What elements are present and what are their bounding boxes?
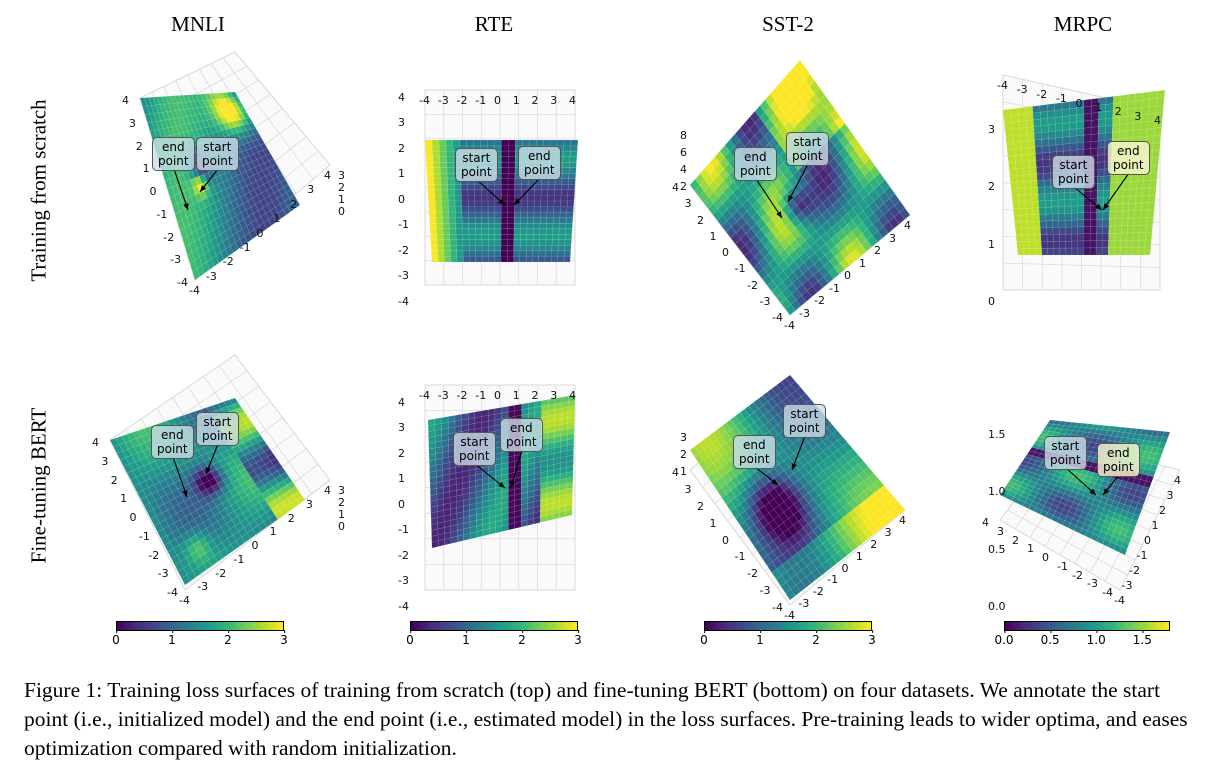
x-tick-label: 3 <box>307 183 315 197</box>
y-tick-label: -4 <box>1102 586 1113 599</box>
x-tick-label: -3 <box>205 269 217 283</box>
colorbar-tick-label: 2 <box>224 630 232 647</box>
z-tick-label: 1.0 <box>988 485 1006 498</box>
callout-line: start <box>1051 439 1080 453</box>
column-title-rte: RTE <box>474 12 514 36</box>
callout-line: point <box>202 154 233 168</box>
colorbar-gradient <box>704 621 872 631</box>
x-tick-label: -4 <box>189 284 200 297</box>
loss-surface-plot <box>999 419 1181 591</box>
colorbar-tick-label: 0.0 <box>994 630 1014 647</box>
z-tick-label: 2 <box>338 181 345 194</box>
y-tick-label: 3 <box>997 524 1004 538</box>
x-tick-label: 2 <box>290 197 298 211</box>
colorbar-tick-label: 3 <box>868 630 876 647</box>
colorbar-gradient <box>116 621 284 631</box>
x-tick-label: 0 <box>1144 534 1151 547</box>
x-tick-label: 1 <box>273 212 281 226</box>
colorbar-tick-label: 2 <box>518 630 526 647</box>
end-point-label: end point <box>152 137 195 171</box>
figure-caption: Figure 1: Training loss surfaces of trai… <box>24 678 1188 760</box>
colorbar-tick-label: 1.0 <box>1086 630 1106 647</box>
callout-line: start <box>203 140 232 154</box>
colorbar-tick-label: 0 <box>406 630 414 647</box>
grid-line <box>234 51 331 166</box>
y-tick-label: 2 <box>1012 533 1019 547</box>
x-tick-label: 4 <box>1174 474 1181 487</box>
start-point-label: start point <box>1044 436 1087 470</box>
y-tick-label: 2 <box>135 139 143 153</box>
z-tick-label: 0.0 <box>988 600 1006 613</box>
colorbar-tick-label: 2 <box>812 630 820 647</box>
x-tick-label: 3 <box>1166 489 1174 502</box>
z-tick-label: 1 <box>338 193 345 206</box>
x-tick-label: -1 <box>239 240 251 254</box>
z-tick-label: 3 <box>338 169 345 182</box>
colorbar-mrpc: 0.0 0.5 1.0 1.5 <box>994 621 1170 655</box>
y-tick-label: -1 <box>1057 559 1068 573</box>
x-tick-label: 4 <box>324 169 331 182</box>
end-point-arrowhead <box>183 203 189 210</box>
y-tick-label: -2 <box>1072 568 1083 582</box>
y-tick-label: 4 <box>122 94 129 107</box>
colorbar-tick-label: 0 <box>700 630 708 647</box>
x-tick-label: -4 <box>1114 594 1125 607</box>
y-tick-label: -4 <box>177 276 188 289</box>
z-tick-label: 0.5 <box>988 542 1006 556</box>
grid-line <box>222 57 314 180</box>
x-tick-label: 1 <box>1151 519 1159 532</box>
callout-line: point <box>1050 453 1081 467</box>
y-tick-label: -3 <box>1087 577 1098 591</box>
end-point-arrow <box>173 168 189 211</box>
callout-line: end <box>1107 446 1130 460</box>
callout-line: point <box>158 154 189 168</box>
start-point-label: start point <box>196 137 239 171</box>
y-tick-label: 1 <box>142 162 150 176</box>
x-tick-label: -1 <box>1136 549 1148 562</box>
colorbar-mnli: 0 1 2 3 <box>112 621 288 655</box>
colorbar-gradient <box>1004 621 1170 631</box>
colorbar-tick-label: 1 <box>168 630 176 647</box>
colorbar-gradient <box>410 621 578 631</box>
y-tick-label: -1 <box>156 207 168 221</box>
x-tick-label: -2 <box>222 255 234 269</box>
y-tick-label: 1 <box>1027 542 1034 556</box>
callout-line: point <box>1103 460 1134 474</box>
colorbar-tick-label: 1 <box>462 630 470 647</box>
end-point-label: end point <box>1097 443 1140 477</box>
x-tick-label: 0 <box>256 226 264 240</box>
z-tick-label: 1.5 <box>988 427 1006 441</box>
callout-line: end <box>162 140 185 154</box>
column-title-mnli: MNLI <box>171 12 225 36</box>
x-tick-label: -3 <box>1121 579 1133 592</box>
y-tick-label: 4 <box>982 516 989 529</box>
z-tick-label: 0 <box>338 205 345 218</box>
column-title-sst2: SST-2 <box>762 12 814 36</box>
y-tick-label: 0 <box>1042 551 1049 564</box>
colorbar-tick-label: 3 <box>574 630 582 647</box>
y-tick-label: 0 <box>149 185 157 198</box>
start-point-arrowhead <box>200 185 207 192</box>
surface-cell <box>292 199 301 209</box>
y-tick-label: -3 <box>170 253 182 267</box>
colorbar-tick-label: 1.5 <box>1132 630 1152 647</box>
colorbar-sst2: 0 1 2 3 <box>700 621 876 655</box>
y-tick-label: -2 <box>163 230 175 244</box>
x-tick-label: -2 <box>1129 564 1140 577</box>
y-tick-label: 3 <box>128 116 136 130</box>
colorbar-rte: 0 1 2 3 <box>406 621 582 655</box>
colorbar-tick-label: 0 <box>112 630 120 647</box>
x-tick-label: 2 <box>1159 504 1166 517</box>
colorbar-tick-label: 1 <box>756 630 764 647</box>
colorbar-tick-label: 3 <box>280 630 288 647</box>
colorbar-tick-label: 0.5 <box>1040 630 1060 647</box>
column-title-mrpc: MRPC <box>1053 12 1113 36</box>
